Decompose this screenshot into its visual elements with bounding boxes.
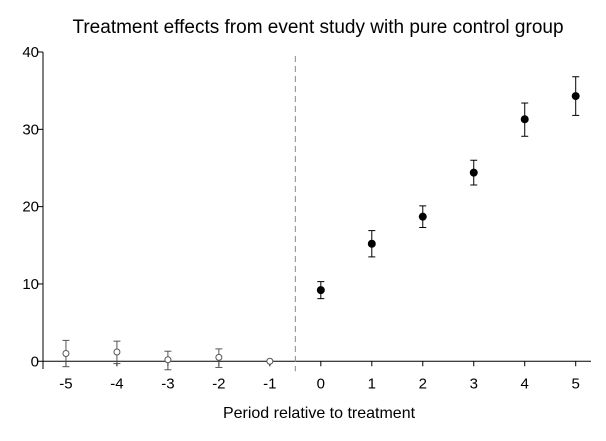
- data-point: [215, 353, 223, 361]
- series-2: [316, 76, 580, 300]
- y-tick-label: 20: [22, 199, 39, 216]
- data-marks: [62, 76, 580, 371]
- x-tick-label: -4: [110, 375, 123, 392]
- data-point: [571, 92, 580, 101]
- x-tick-label: 3: [470, 375, 478, 392]
- data-point: [164, 356, 172, 364]
- x-tick-label: -2: [212, 375, 225, 392]
- x-tick-label: 4: [521, 375, 529, 392]
- data-point: [113, 348, 121, 356]
- x-tick-label: 2: [419, 375, 427, 392]
- x-tick-label: -1: [263, 375, 276, 392]
- x-tick-label: 5: [572, 375, 580, 392]
- y-tick-label: 0: [31, 353, 39, 370]
- data-point: [266, 357, 274, 365]
- x-tick-label: -3: [161, 375, 174, 392]
- x-axis-label: Period relative to treatment: [223, 405, 416, 422]
- data-point: [469, 168, 478, 177]
- data-point: [316, 286, 325, 295]
- data-point: [367, 239, 376, 248]
- series-1: [62, 339, 274, 371]
- axes: 0 10 20 30 40 -5 -4 -3 -2 -1 0 1 2 3 4 5: [22, 44, 591, 392]
- data-point: [520, 115, 529, 124]
- x-tick-label: -5: [59, 375, 72, 392]
- y-tick-label: 10: [22, 276, 39, 293]
- y-tick-label: 30: [22, 121, 39, 138]
- x-tick-label: 1: [368, 375, 376, 392]
- data-point: [418, 212, 427, 221]
- data-point: [62, 350, 70, 358]
- chart-title: Treatment effects from event study with …: [72, 17, 563, 38]
- x-tick-label: 0: [317, 375, 325, 392]
- y-tick-label: 40: [22, 44, 39, 61]
